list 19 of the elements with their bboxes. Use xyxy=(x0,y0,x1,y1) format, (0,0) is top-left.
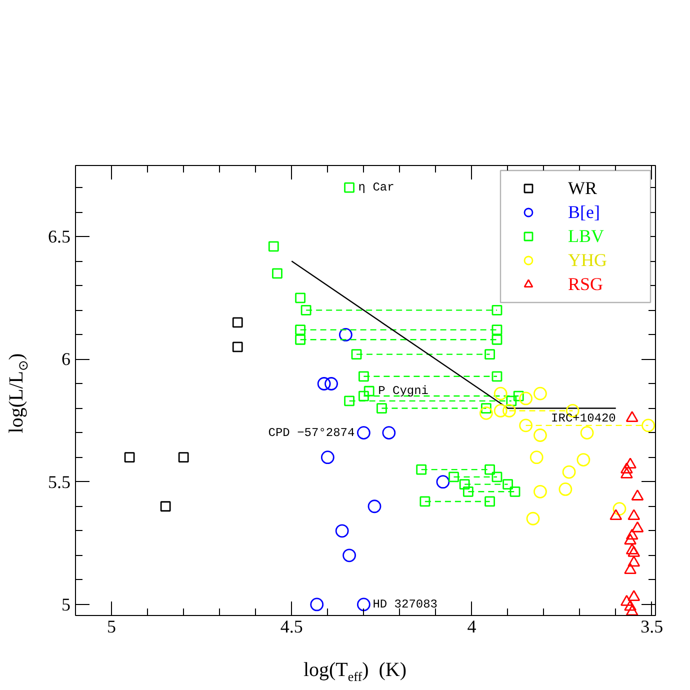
annotation: CPD −57°2874 xyxy=(268,426,355,440)
annotation: P Cygni xyxy=(378,384,429,398)
x-tick-label: 3.5 xyxy=(640,616,664,636)
annotation: IRC+10420 xyxy=(551,411,616,426)
x-tick-label: 4.5 xyxy=(280,616,303,636)
x-axis-title: log(T$_{eff}$) (K) xyxy=(302,658,408,686)
x-tick-label: 4 xyxy=(467,616,476,636)
y-tick-label: 5.5 xyxy=(48,472,70,492)
legend-label: WR xyxy=(568,176,597,200)
y-tick-label: 6.5 xyxy=(48,226,70,247)
annotation: HD 327083 xyxy=(372,597,438,612)
legend-label: B[e] xyxy=(568,200,600,224)
y-tick-label: 6 xyxy=(62,349,70,370)
legend-label: RSG xyxy=(568,272,604,296)
legend-label: YHG xyxy=(568,248,607,272)
y-tick-label: 5 xyxy=(62,594,70,614)
legend-label: LBV xyxy=(568,224,604,248)
x-tick-label: 5 xyxy=(107,616,116,636)
annotation: η Car xyxy=(358,180,394,195)
